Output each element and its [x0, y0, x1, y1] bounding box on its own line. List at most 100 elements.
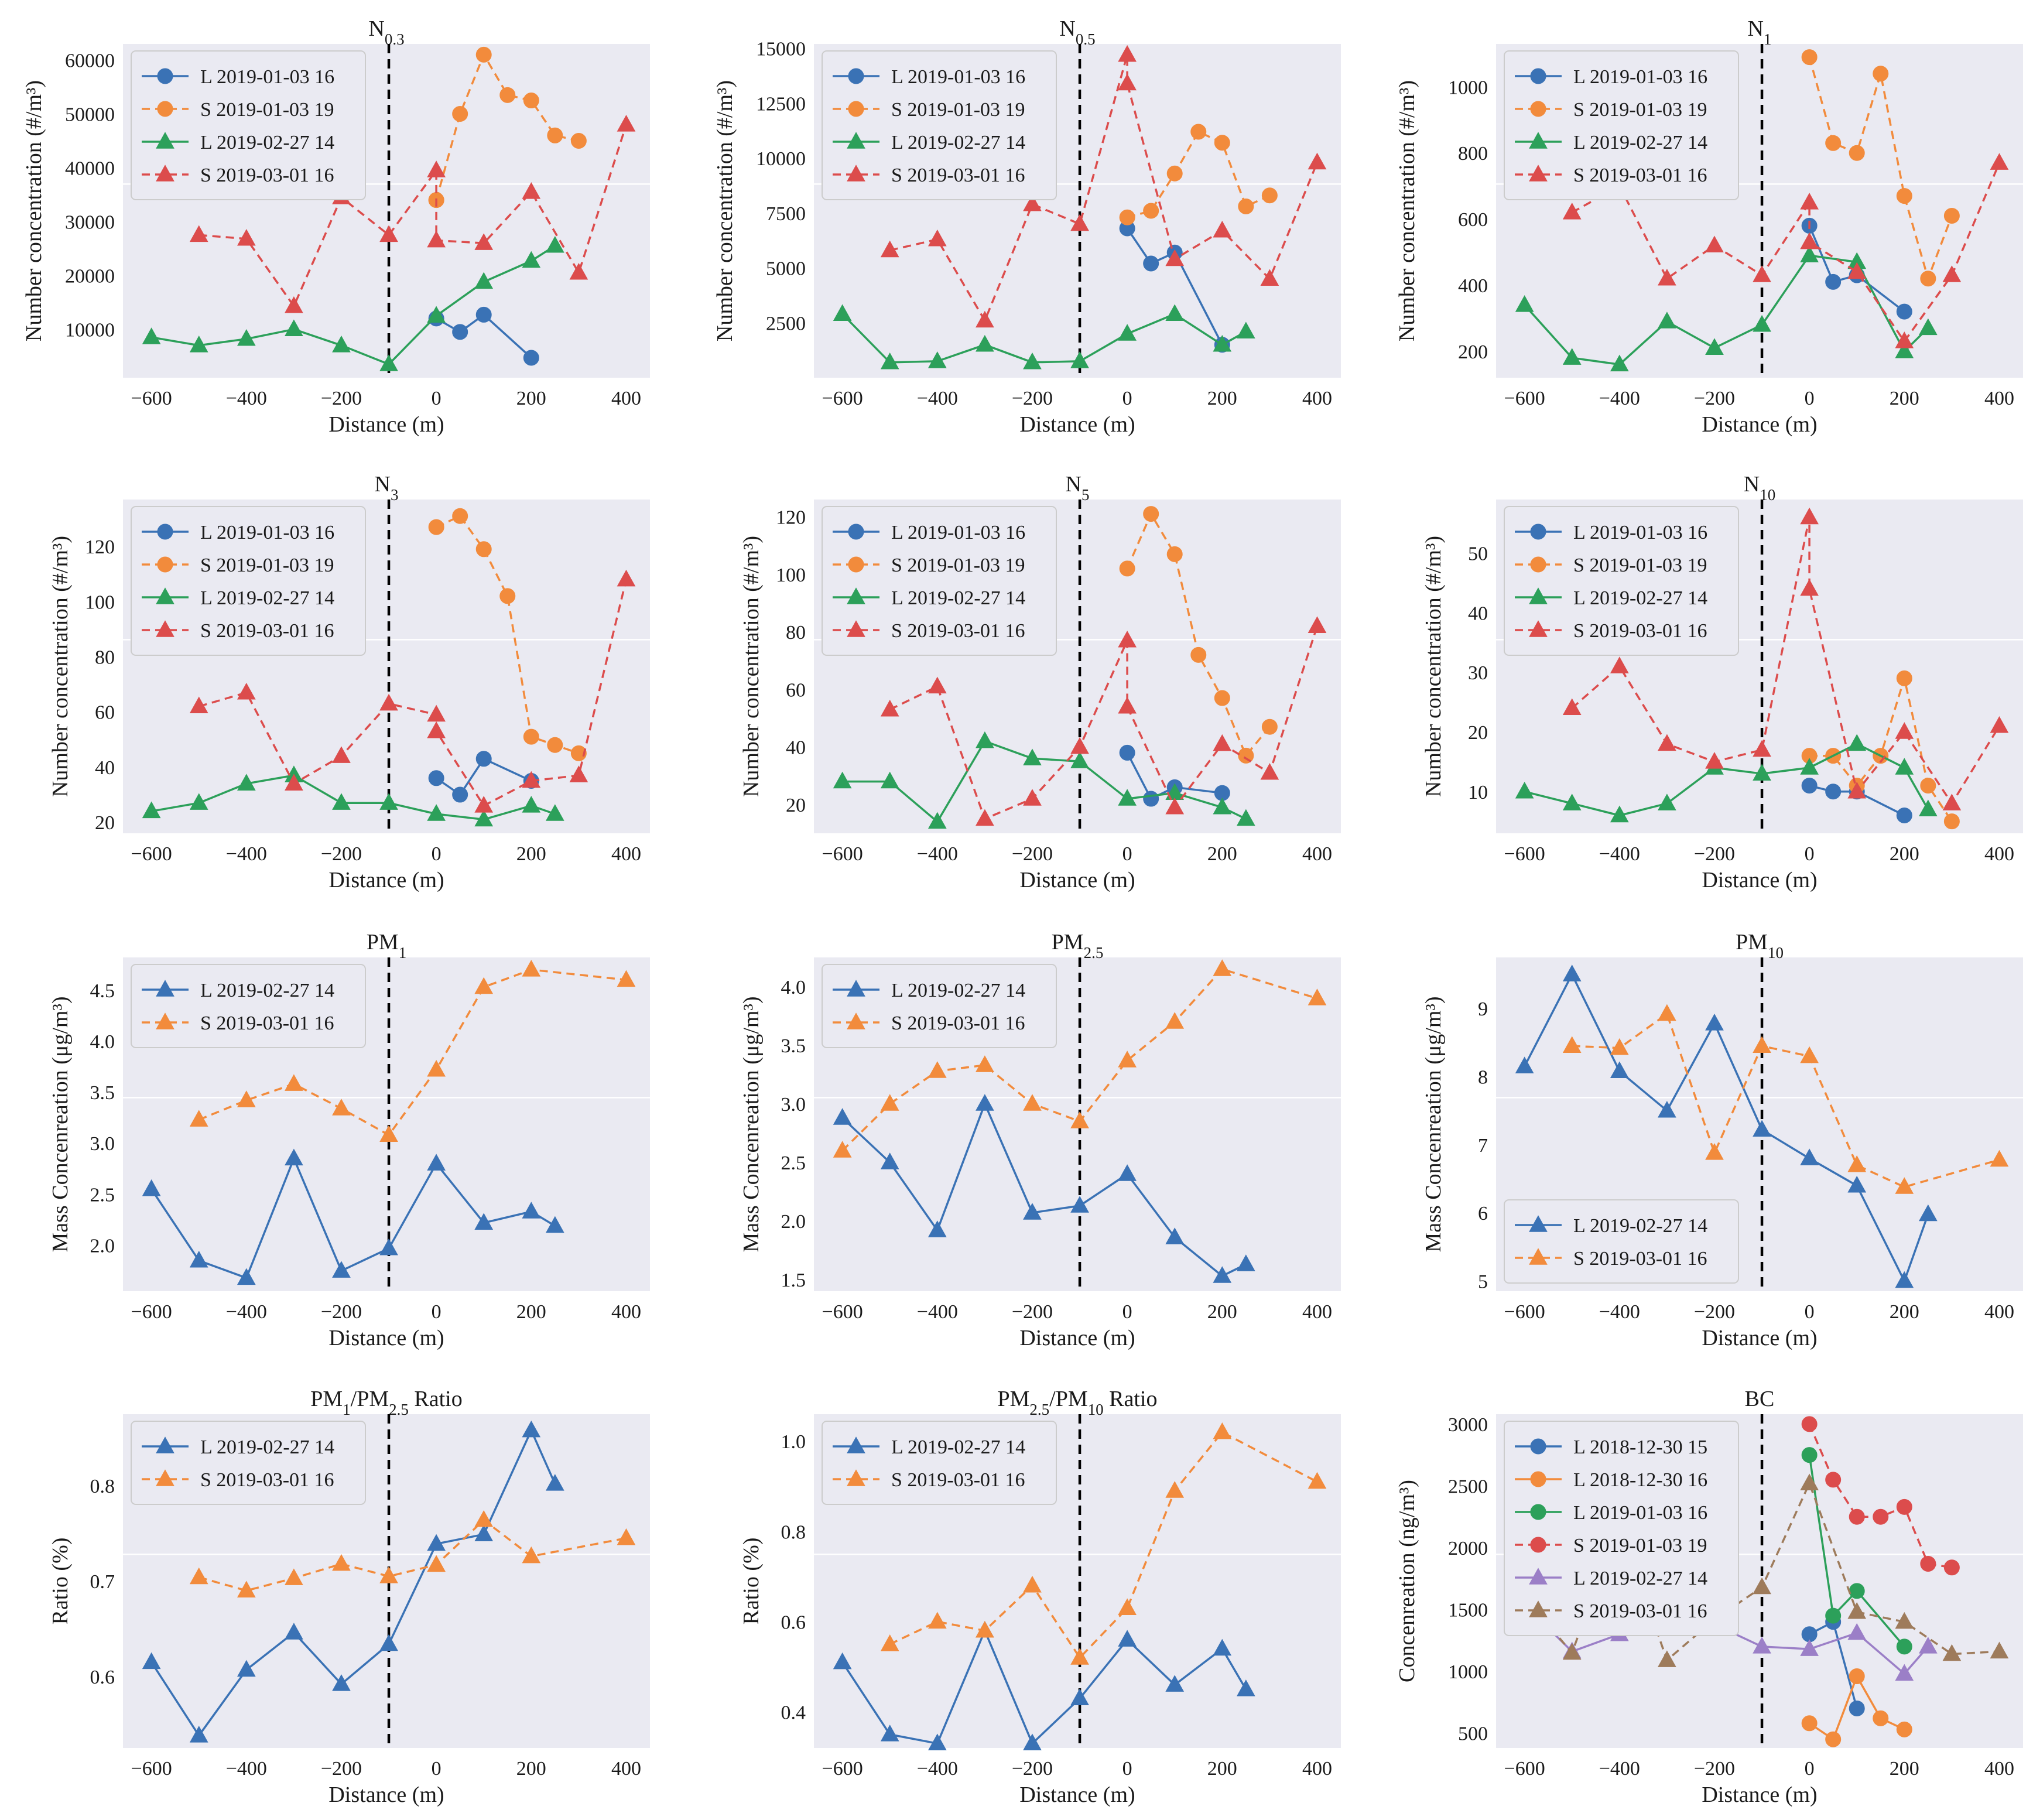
data-point — [617, 569, 636, 587]
x-axis-label: Distance (m) — [1019, 1783, 1135, 1807]
data-point — [1070, 214, 1089, 231]
x-tick-label: −600 — [822, 843, 863, 865]
legend-item: S 2019-03-01 16 — [1515, 165, 1707, 186]
legend-marker — [847, 1469, 865, 1486]
legend-item: L 2019-02-27 14 — [1515, 1568, 1707, 1589]
x-tick-label: 200 — [1890, 1301, 1919, 1323]
legend-label: S 2019-01-03 19 — [1573, 99, 1707, 121]
data-point — [880, 1634, 899, 1651]
data-point — [569, 262, 588, 280]
chart-panel-3: −600 −400 −200 0 200 400 200 400 600 800 1000 Dista… — [1395, 16, 2023, 437]
y-tick-label: 50000 — [65, 104, 115, 126]
data-point — [522, 771, 541, 788]
y-tick-label: 9 — [1478, 998, 1488, 1020]
data-point — [1260, 763, 1279, 780]
data-point — [1070, 1648, 1089, 1665]
y-axis-label: Mass Concenreation (μg/m³) — [739, 997, 764, 1253]
legend-item: S 2019-03-01 16 — [142, 1012, 334, 1034]
data-point — [1165, 249, 1185, 266]
series-line — [1126, 228, 1223, 345]
y-tick-label: 80 — [95, 647, 115, 669]
y-tick-label: 40000 — [65, 158, 115, 179]
chart-title: N0.3 — [368, 16, 404, 48]
y-tick-label: 8 — [1478, 1067, 1488, 1089]
data-point — [1143, 203, 1159, 219]
data-point — [880, 1152, 899, 1169]
legend-marker — [1530, 1438, 1546, 1455]
data-point — [379, 1566, 398, 1583]
data-point — [880, 1094, 899, 1111]
data-point — [499, 87, 516, 103]
data-point — [1753, 1120, 1771, 1137]
y-tick-label: 200 — [1458, 341, 1488, 363]
chart-panel-8: −600 −400 −200 0 200 400 1.5 2.0 2.5 3.0 3.5 4.0 Dis… — [739, 930, 1341, 1350]
data-point — [1118, 1164, 1137, 1181]
legend: L 2018-12-30 15 L 2018-12-30 16 L 2019-01-… — [1504, 1421, 1739, 1636]
x-tick-label: 400 — [611, 1758, 641, 1780]
chart-title: N3 — [375, 472, 399, 504]
data-point — [1801, 1416, 1818, 1432]
y-tick-label: 60 — [786, 679, 806, 701]
data-point — [1847, 1175, 1867, 1193]
legend-label: L 2018-12-30 15 — [1573, 1436, 1707, 1458]
data-point — [1800, 758, 1819, 775]
chart-title: N1 — [1748, 16, 1772, 48]
x-tick-label: 0 — [432, 388, 441, 409]
series-line — [1524, 973, 1929, 1282]
legend-item: S 2019-03-01 16 — [1515, 620, 1707, 642]
data-point — [1847, 1623, 1867, 1640]
legend-marker — [848, 556, 864, 573]
data-point — [1658, 734, 1676, 751]
x-tick-label: 400 — [1302, 843, 1332, 865]
data-point — [1873, 1710, 1889, 1726]
data-point — [1118, 1051, 1137, 1068]
data-point — [1990, 1641, 2009, 1659]
series-2 — [1801, 49, 1960, 287]
series-line — [841, 968, 1318, 1152]
data-point — [427, 160, 446, 177]
series-3 — [1801, 1447, 1912, 1655]
data-point — [1920, 271, 1936, 287]
legend-item: L 2019-01-03 16 — [142, 66, 334, 88]
data-point — [1213, 1422, 1232, 1439]
data-point — [1658, 1004, 1676, 1021]
legend: L 2019-01-03 16 S 2019-01-03 19 L 2019-02-… — [131, 506, 366, 656]
data-point — [1801, 778, 1818, 794]
data-point — [1753, 1637, 1771, 1654]
legend: L 2019-02-27 14 S 2019-03-01 16 — [822, 964, 1057, 1048]
y-tick-label: 4.0 — [781, 977, 806, 998]
data-point — [379, 225, 398, 242]
legend-marker — [847, 1436, 865, 1453]
x-axis-label: Distance (m) — [1019, 1326, 1135, 1350]
legend-item: S 2019-03-01 16 — [833, 165, 1025, 186]
y-tick-label: 3.0 — [781, 1094, 806, 1116]
data-point — [1895, 331, 1914, 348]
x-axis-label: Distance (m) — [328, 868, 444, 892]
series-line — [842, 740, 1247, 823]
data-point — [522, 182, 541, 199]
series-line — [150, 1429, 556, 1737]
y-tick-label: 0.8 — [90, 1476, 115, 1497]
data-point — [428, 770, 444, 786]
series-line — [198, 124, 628, 307]
x-tick-label: −200 — [1694, 1758, 1735, 1780]
series-line — [150, 1157, 556, 1280]
x-tick-label: 400 — [1984, 843, 2014, 865]
series-line — [151, 774, 556, 821]
data-point — [332, 336, 351, 353]
legend-marker — [847, 620, 865, 637]
data-point — [189, 1567, 208, 1585]
legend-label: S 2019-03-01 16 — [200, 1469, 334, 1491]
data-point — [428, 519, 444, 535]
y-tick-label: 2.5 — [781, 1152, 806, 1174]
data-point — [1658, 1100, 1676, 1118]
legend-label: S 2019-03-01 16 — [1573, 1600, 1707, 1622]
data-point — [1070, 1111, 1089, 1128]
data-point — [332, 793, 351, 810]
y-tick-label: 2.5 — [90, 1184, 115, 1206]
legend-item: L 2019-02-27 14 — [833, 1436, 1025, 1458]
legend-marker — [847, 587, 865, 604]
data-point — [1847, 781, 1867, 799]
y-tick-label: 0.7 — [90, 1571, 115, 1593]
series-2 — [880, 1422, 1327, 1665]
